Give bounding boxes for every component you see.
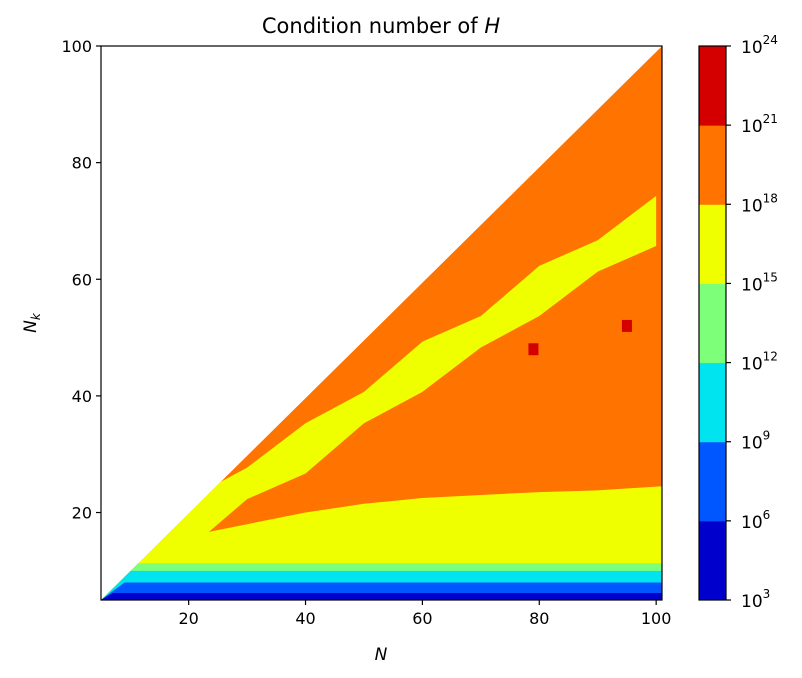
contour-region-yellow-diagonal [153, 195, 657, 564]
y-axis-label: Nk [21, 312, 43, 333]
x-axis-label: N [375, 645, 388, 665]
colorbar-segment [699, 362, 726, 443]
x-tick-label: 100 [641, 609, 672, 628]
axes-frame [100, 45, 663, 601]
colorbar-tick-label: 1024 [741, 33, 778, 58]
x-tick-label: 40 [295, 609, 315, 628]
colorbar-tick-label: 1012 [741, 350, 778, 375]
colorbar-segment [699, 283, 726, 364]
y-axis: 20 40 60 80 100 [61, 37, 101, 523]
contour-plot [101, 46, 662, 600]
colorbar-tick-label: 1021 [741, 112, 778, 137]
x-axis: 20 40 60 80 100 [178, 600, 671, 628]
y-tick-label: 60 [72, 270, 92, 289]
y-tick-label: 40 [72, 387, 92, 406]
contour-region-orange [101, 46, 662, 600]
y-tick-label: 100 [61, 37, 92, 56]
colorbar-segment [699, 441, 726, 522]
y-tick-label: 80 [72, 154, 92, 173]
colorbar-tick-label: 106 [741, 508, 770, 533]
colorbar-tick-label: 1015 [741, 270, 778, 295]
colorbar-tick-label: 103 [741, 587, 770, 612]
contour-region-red-2 [621, 319, 632, 332]
colorbar-tick-label: 1018 [741, 191, 778, 216]
colorbar-tick-label: 109 [741, 429, 770, 454]
x-tick-label: 60 [412, 609, 432, 628]
colorbar-segment [699, 204, 726, 284]
chart-title: Condition number of H [262, 14, 500, 38]
contour-region-blue-dark [101, 593, 662, 600]
contour-region-red-1 [528, 343, 539, 356]
x-tick-label: 80 [529, 609, 549, 628]
colorbar-segment [699, 46, 726, 126]
x-tick-label: 20 [178, 609, 198, 628]
y-tick-label: 20 [72, 504, 92, 523]
colorbar-segment [699, 125, 726, 205]
colorbar: 103 106 109 1012 1015 1018 1021 1024 [698, 33, 778, 612]
colorbar-segment [699, 520, 726, 601]
colorbar-frame [698, 45, 727, 601]
